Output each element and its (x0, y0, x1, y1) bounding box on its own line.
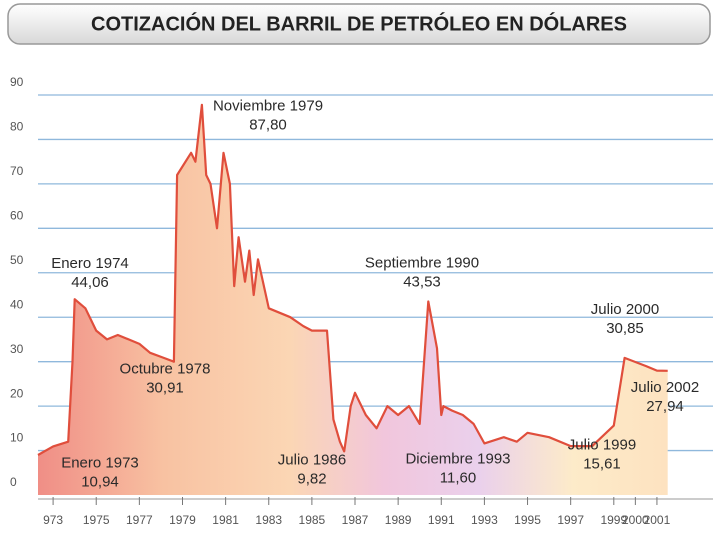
y-tick-label: 50 (10, 253, 24, 267)
y-tick-label: 90 (10, 75, 24, 89)
annotation-value: 30,85 (606, 320, 644, 337)
annotation-value: 15,61 (583, 456, 621, 473)
x-tick-label: 1991 (428, 513, 455, 527)
annotation-value: 87,80 (249, 117, 287, 134)
x-tick-label: 1975 (83, 513, 110, 527)
y-tick-label: 70 (10, 164, 24, 178)
y-tick-label: 0 (10, 475, 17, 489)
x-tick-label: 1999 (600, 513, 627, 527)
x-tick-label: 1997 (557, 513, 584, 527)
chart-title: COTIZACIÓN DEL BARRIL DE PETRÓLEO EN DÓL… (91, 11, 627, 35)
annotation-value: 30,91 (146, 380, 184, 397)
annotation-label: Octubre 1978 (120, 361, 211, 378)
x-tick-label: 1995 (514, 513, 541, 527)
line (37, 103, 668, 456)
annotation-label: Enero 1974 (51, 255, 129, 272)
x-tick-label: 2001 (644, 513, 671, 527)
annotation-value: 9,82 (297, 470, 326, 487)
annotation-label: Julio 2000 (591, 301, 659, 318)
annotation-value: 11,60 (440, 469, 476, 486)
y-tick-label: 80 (10, 120, 24, 134)
x-tick-label: 1993 (471, 513, 498, 527)
annotation-label: Noviembre 1979 (213, 98, 323, 115)
annotation-value: 10,94 (81, 473, 119, 490)
x-tick-label: 1989 (385, 513, 412, 527)
x-tick-label: 1979 (169, 513, 196, 527)
x-tick-label: 1981 (212, 513, 239, 527)
x-tick-label: 1983 (255, 513, 282, 527)
annotation-label: Julio 1999 (568, 437, 636, 454)
y-tick-label: 40 (10, 297, 24, 311)
y-tick-label: 30 (10, 342, 24, 356)
annotation-value: 44,06 (71, 274, 109, 291)
annotation-label: Diciembre 1993 (405, 450, 510, 467)
x-tick-label: 1985 (299, 513, 326, 527)
y-tick-label: 10 (10, 431, 24, 445)
title-box (7, 3, 711, 45)
annotation-label: Julio 2002 (631, 379, 699, 396)
annotation-label: Julio 1986 (278, 451, 346, 468)
y-tick-label: 20 (10, 386, 24, 400)
annotation-label: Enero 1973 (61, 454, 139, 471)
x-tick-label: 1977 (126, 513, 153, 527)
x-tick-label: 1987 (342, 513, 369, 527)
annotation-label: Septiembre 1990 (365, 255, 479, 272)
annotation-value: 43,53 (403, 274, 441, 291)
annotation-value: 27,94 (646, 398, 684, 415)
area (38, 104, 668, 496)
y-tick-label: 60 (10, 209, 24, 223)
x-tick-label: 2000 (622, 513, 649, 527)
x-tick-label: 973 (43, 513, 63, 527)
